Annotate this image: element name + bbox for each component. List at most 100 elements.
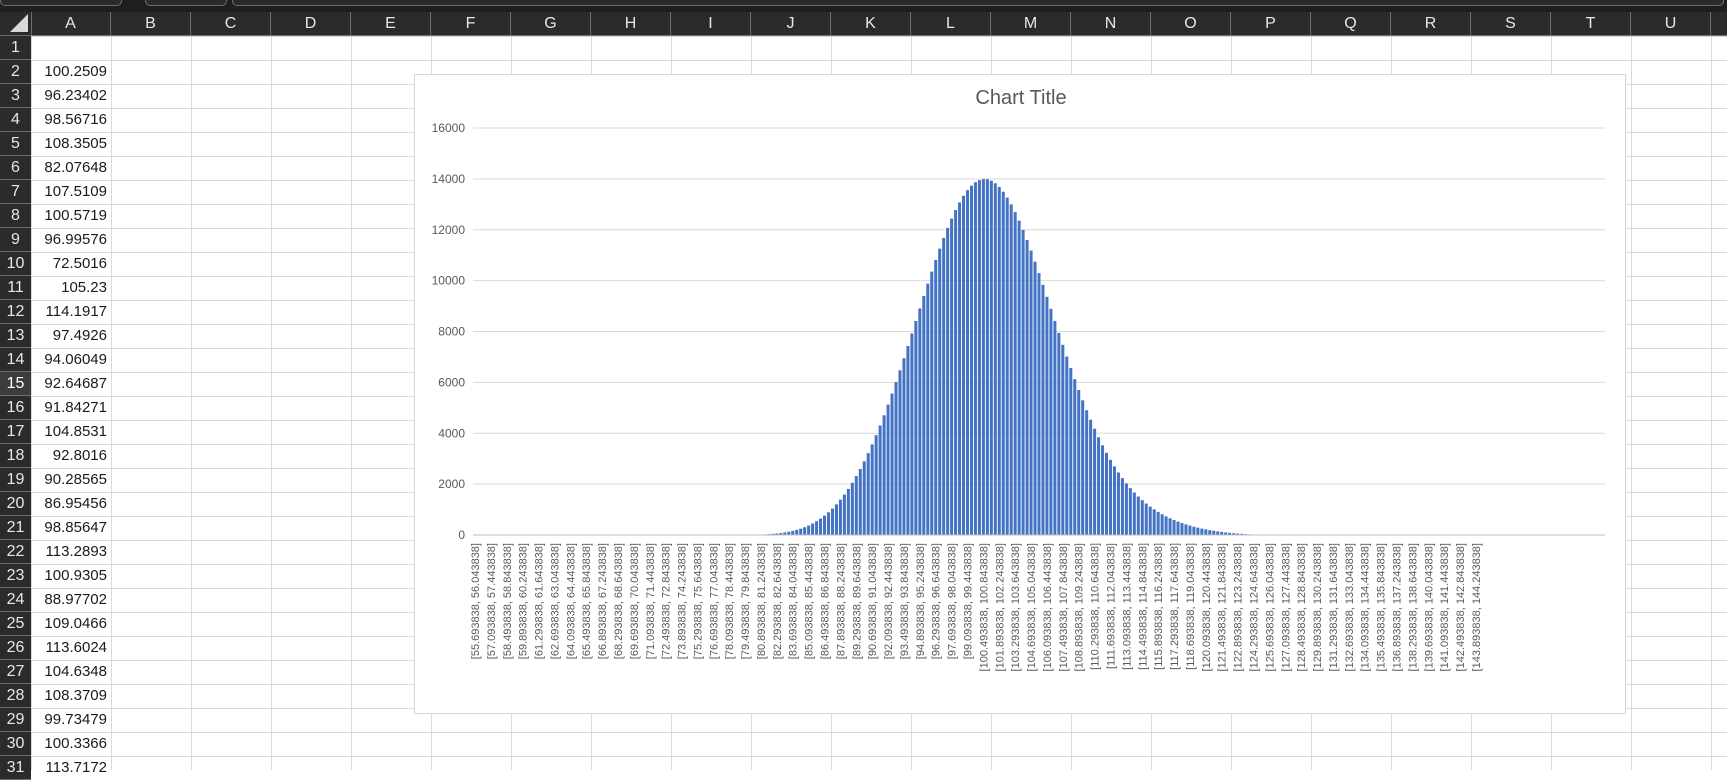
column-header-f[interactable]: F <box>431 12 511 35</box>
column-header-p[interactable]: P <box>1231 12 1311 35</box>
row-header-16[interactable]: 16 <box>0 396 31 420</box>
cell-a11[interactable]: 105.23 <box>32 276 110 300</box>
column-header-g[interactable]: G <box>511 12 591 35</box>
row-header-20[interactable]: 20 <box>0 492 31 516</box>
row-header-14[interactable]: 14 <box>0 348 31 372</box>
row-header-13[interactable]: 13 <box>0 324 31 348</box>
row-header-7[interactable]: 7 <box>0 180 31 204</box>
column-header-o[interactable]: O <box>1151 12 1231 35</box>
cell-a10[interactable]: 72.5016 <box>32 252 110 276</box>
column-header-i[interactable]: I <box>671 12 751 35</box>
formula-controls[interactable] <box>145 0 227 6</box>
cell-a4[interactable]: 98.56716 <box>32 108 110 132</box>
cell-a22[interactable]: 113.2893 <box>32 540 110 564</box>
x-tick-label: [78.093838, 78.443838] <box>724 543 736 659</box>
cell-a23[interactable]: 100.9305 <box>32 564 110 588</box>
cell-a6[interactable]: 82.07648 <box>32 156 110 180</box>
cell-a25[interactable]: 109.0466 <box>32 612 110 636</box>
column-header-q[interactable]: Q <box>1311 12 1391 35</box>
column-header-b[interactable]: B <box>111 12 191 35</box>
column-header-s[interactable]: S <box>1471 12 1551 35</box>
column-header-u[interactable]: U <box>1631 12 1711 35</box>
row-header-3[interactable]: 3 <box>0 84 31 108</box>
row-header-9[interactable]: 9 <box>0 228 31 252</box>
row-header-25[interactable]: 25 <box>0 612 31 636</box>
cell-a16[interactable]: 91.84271 <box>32 396 110 420</box>
cell-a30[interactable]: 100.3366 <box>32 732 110 756</box>
cell-a8[interactable]: 100.5719 <box>32 204 110 228</box>
select-all-button[interactable] <box>0 12 32 35</box>
histogram-bar <box>1077 390 1080 535</box>
row-header-21[interactable]: 21 <box>0 516 31 540</box>
column-header-r[interactable]: R <box>1391 12 1471 35</box>
row-header-28[interactable]: 28 <box>0 684 31 708</box>
column-header-j[interactable]: J <box>751 12 831 35</box>
column-header-k[interactable]: K <box>831 12 911 35</box>
row-header-10[interactable]: 10 <box>0 252 31 276</box>
row-header-22[interactable]: 22 <box>0 540 31 564</box>
row-header-24[interactable]: 24 <box>0 588 31 612</box>
cell-a28[interactable]: 108.3709 <box>32 684 110 708</box>
cell-a29[interactable]: 99.73479 <box>32 708 110 732</box>
row-header-11[interactable]: 11 <box>0 276 31 300</box>
histogram-bar <box>1208 530 1211 535</box>
row-header-12[interactable]: 12 <box>0 300 31 324</box>
cell-a27[interactable]: 104.6348 <box>32 660 110 684</box>
cell-a7[interactable]: 107.5109 <box>32 180 110 204</box>
cell-a18[interactable]: 92.8016 <box>32 444 110 468</box>
x-tick-label: [143.893838, 144.243838] <box>1471 543 1483 671</box>
row-header-23[interactable]: 23 <box>0 564 31 588</box>
cell-a5[interactable]: 108.3505 <box>32 132 110 156</box>
row-header-31[interactable]: 31 <box>0 756 31 780</box>
row-header-2[interactable]: 2 <box>0 60 31 84</box>
column-header-n[interactable]: N <box>1071 12 1151 35</box>
x-tick-label: [86.493838, 86.843838] <box>820 543 832 659</box>
column-header-e[interactable]: E <box>351 12 431 35</box>
row-header-6[interactable]: 6 <box>0 156 31 180</box>
name-box[interactable] <box>0 0 122 6</box>
row-header-5[interactable]: 5 <box>0 132 31 156</box>
cell-a2[interactable]: 100.2509 <box>32 60 110 84</box>
cell-a21[interactable]: 98.85647 <box>32 516 110 540</box>
column-header-t[interactable]: T <box>1551 12 1631 35</box>
histogram-bar <box>1073 379 1076 535</box>
row-header-26[interactable]: 26 <box>0 636 31 660</box>
column-header-l[interactable]: L <box>911 12 991 35</box>
column-header-h[interactable]: H <box>591 12 671 35</box>
formula-bar-strip <box>0 0 1727 12</box>
row-header-8[interactable]: 8 <box>0 204 31 228</box>
row-header-17[interactable]: 17 <box>0 420 31 444</box>
cell-a14[interactable]: 94.06049 <box>32 348 110 372</box>
cell-a19[interactable]: 90.28565 <box>32 468 110 492</box>
histogram-bar <box>879 425 882 535</box>
row-header-27[interactable]: 27 <box>0 660 31 684</box>
cell-a17[interactable]: 104.8531 <box>32 420 110 444</box>
row-header-1[interactable]: 1 <box>0 36 31 60</box>
cell-a24[interactable]: 88.97702 <box>32 588 110 612</box>
column-header-a[interactable]: A <box>31 12 111 35</box>
cell-a12[interactable]: 114.1917 <box>32 300 110 324</box>
cell-a20[interactable]: 86.95456 <box>32 492 110 516</box>
x-tick-label: [73.893838, 74.243838] <box>677 543 689 659</box>
column-header-c[interactable]: C <box>191 12 271 35</box>
cell-a15[interactable]: 92.64687 <box>32 372 110 396</box>
row-header-18[interactable]: 18 <box>0 444 31 468</box>
formula-input[interactable] <box>232 0 1724 6</box>
x-tick-label: [127.093838, 127.443838] <box>1280 543 1292 671</box>
column-header-m[interactable]: M <box>991 12 1071 35</box>
column-header-d[interactable]: D <box>271 12 351 35</box>
row-header-15[interactable]: 15 <box>0 372 31 396</box>
histogram-bar <box>875 435 878 535</box>
histogram-bar <box>843 495 846 535</box>
row-header-30[interactable]: 30 <box>0 732 31 756</box>
row-header-19[interactable]: 19 <box>0 468 31 492</box>
cell-a13[interactable]: 97.4926 <box>32 324 110 348</box>
cell-a31[interactable]: 113.7172 <box>32 756 110 780</box>
histogram-bar <box>859 469 862 535</box>
row-header-29[interactable]: 29 <box>0 708 31 732</box>
cell-a3[interactable]: 96.23402 <box>32 84 110 108</box>
cell-a9[interactable]: 96.99576 <box>32 228 110 252</box>
row-header-4[interactable]: 4 <box>0 108 31 132</box>
cell-a26[interactable]: 113.6024 <box>32 636 110 660</box>
